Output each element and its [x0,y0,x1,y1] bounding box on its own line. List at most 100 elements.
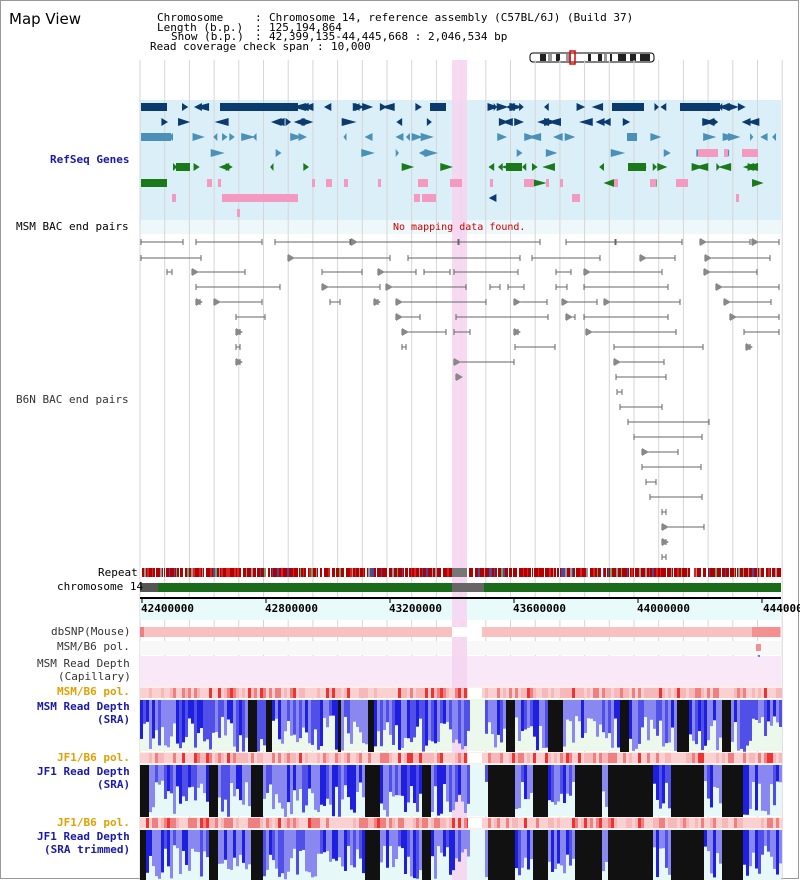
jf1-depth-bar [365,765,368,817]
msm-depth-bar [533,700,536,737]
jf1-trim-depth-bar [773,830,776,869]
jf1-trim-depth-bar [350,830,353,866]
msm-depth-bar [629,700,632,739]
repeat-feature [738,568,740,577]
gene-feature [635,163,648,171]
jf1-depth-bar [200,765,203,784]
pol-density [656,818,659,828]
jf1-depth-bar [518,765,521,809]
pol-density [692,688,695,698]
track-label-msm-depth-sra-1[interactable]: MSM Read Depth [37,700,130,713]
track-label-b6n-bac[interactable]: B6N BAC end pairs [16,393,129,406]
jf1-depth-bar [302,765,305,813]
pol-density [506,688,509,698]
msm-depth-bar [275,700,278,719]
pol-density [629,818,632,828]
msm-depth-bar [362,700,365,744]
pol-density [752,818,755,828]
track-label-jf1-b6-pol-1[interactable]: JF1/B6 pol. [57,751,130,764]
jf1-depth-bar [281,765,284,809]
pol-density [239,753,242,763]
repeat-feature [473,568,475,577]
jf1-depth-bar [203,765,206,794]
track-label-chromosome[interactable]: chromosome 14 [57,580,144,593]
pol-density [416,688,419,698]
pol-density [617,818,620,828]
jf1-trim-depth-bar [236,830,239,867]
gene-pink-feature [650,179,656,187]
jf1-depth-bar [422,765,425,817]
msm-depth-bar [686,700,689,752]
jf1-depth-bar [143,765,146,817]
chromosome-gap [452,583,484,592]
msm-depth-bar [320,700,323,747]
repeat-feature [246,568,247,577]
jf1-depth-bar [728,765,731,817]
gene-feature [650,133,662,141]
track-label-jf1-depth-trim-1[interactable]: JF1 Read Depth [37,830,130,843]
pol-density [326,688,329,698]
repeat-feature [183,568,185,577]
jf1-trim-depth-bar [227,830,230,869]
jf1-trim-depth-bar [188,830,191,871]
jf1-trim-depth-bar [503,830,506,880]
pol-density [464,753,467,763]
track-label-msm-b6-pol-1[interactable]: MSM/B6 pol. [57,640,130,653]
jf1-depth-bar [620,765,623,817]
jf1-trim-depth-bar [704,830,707,847]
bac-end-marker [454,358,461,366]
pol-density [248,688,251,698]
pol-density [182,818,185,828]
pol-density [458,688,461,698]
jf1-trim-depth-bar [200,830,203,877]
track-label-msm-depth-cap-1[interactable]: MSM Read Depth [37,657,130,670]
gene-feature [703,103,717,111]
pol-density [776,753,779,763]
jf1-trim-depth-bar [242,830,245,863]
msm-depth-bar [410,700,413,743]
pol-density [464,818,467,828]
pol-density [725,753,728,763]
track-label-jf1-depth-sra-1[interactable]: JF1 Read Depth [37,765,130,778]
repeat-feature [757,568,758,577]
track-label-jf1-b6-pol-2[interactable]: JF1/B6 pol. [57,816,130,829]
pol-density [632,753,635,763]
msm-depth-bar [284,700,287,732]
jf1-trim-depth-bar [338,830,341,858]
pol-density [563,753,566,763]
jf1-depth-bar [539,765,542,817]
pol-density [152,818,155,828]
ideogram-band [630,54,636,61]
msm-depth-bar [209,700,212,750]
pol-density [311,818,314,828]
pol-density [335,688,338,698]
msm-depth-bar [662,700,665,747]
pol-density [521,753,524,763]
jf1-trim-depth-bar [557,830,560,864]
track-label-repeat[interactable]: Repeat [98,566,138,579]
msm-depth-bar [368,700,371,752]
repeat-feature [575,568,576,577]
repeat-feature [426,568,428,577]
pol-density [527,818,530,828]
jf1-depth-bar [419,765,422,794]
track-label-msm-b6-pol-2[interactable]: MSM/B6 pol. [57,685,130,698]
msm-depth-bar [308,700,311,744]
jf1-trim-depth-bar [437,830,440,847]
msm-depth-bar [548,700,551,752]
pol-density [200,818,203,828]
track-label-msm-bac[interactable]: MSM BAC end pairs [16,220,129,233]
jf1-trim-depth-bar [164,830,167,849]
msm-depth-bar [287,700,290,721]
gene-feature [161,118,169,126]
pol-density [770,753,773,763]
pol-density [176,688,179,698]
jf1-trim-depth-bar [278,830,281,877]
track-label-refseq[interactable]: RefSeq Genes [50,153,130,166]
pol-density [557,818,560,828]
pol-density [218,688,221,698]
gene-pink-feature [572,194,580,202]
track-label-dbsnp[interactable]: dbSNP(Mouse) [51,625,131,638]
gene-feature [421,133,431,141]
